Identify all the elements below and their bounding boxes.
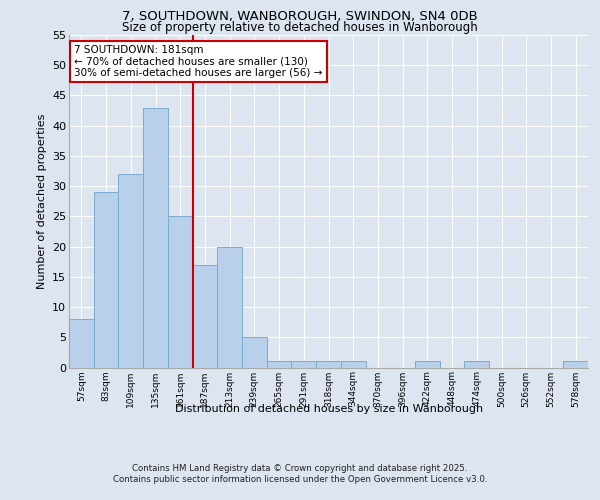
Bar bbox=[267, 362, 292, 368]
Text: Size of property relative to detached houses in Wanborough: Size of property relative to detached ho… bbox=[122, 21, 478, 34]
Bar bbox=[94, 192, 118, 368]
Text: Contains HM Land Registry data © Crown copyright and database right 2025.: Contains HM Land Registry data © Crown c… bbox=[132, 464, 468, 473]
Y-axis label: Number of detached properties: Number of detached properties bbox=[37, 114, 47, 289]
Bar bbox=[415, 362, 440, 368]
Bar bbox=[118, 174, 143, 368]
Bar bbox=[563, 362, 588, 368]
Bar bbox=[341, 362, 365, 368]
Text: Contains public sector information licensed under the Open Government Licence v3: Contains public sector information licen… bbox=[113, 475, 487, 484]
Bar bbox=[292, 362, 316, 368]
Bar bbox=[242, 338, 267, 368]
Bar bbox=[464, 362, 489, 368]
Bar bbox=[143, 108, 168, 368]
Bar bbox=[168, 216, 193, 368]
Bar bbox=[193, 264, 217, 368]
Bar bbox=[316, 362, 341, 368]
Bar bbox=[69, 319, 94, 368]
Text: 7 SOUTHDOWN: 181sqm
← 70% of detached houses are smaller (130)
30% of semi-detac: 7 SOUTHDOWN: 181sqm ← 70% of detached ho… bbox=[74, 45, 323, 78]
Text: 7, SOUTHDOWN, WANBOROUGH, SWINDON, SN4 0DB: 7, SOUTHDOWN, WANBOROUGH, SWINDON, SN4 0… bbox=[122, 10, 478, 23]
Text: Distribution of detached houses by size in Wanborough: Distribution of detached houses by size … bbox=[175, 404, 483, 414]
Bar bbox=[217, 246, 242, 368]
